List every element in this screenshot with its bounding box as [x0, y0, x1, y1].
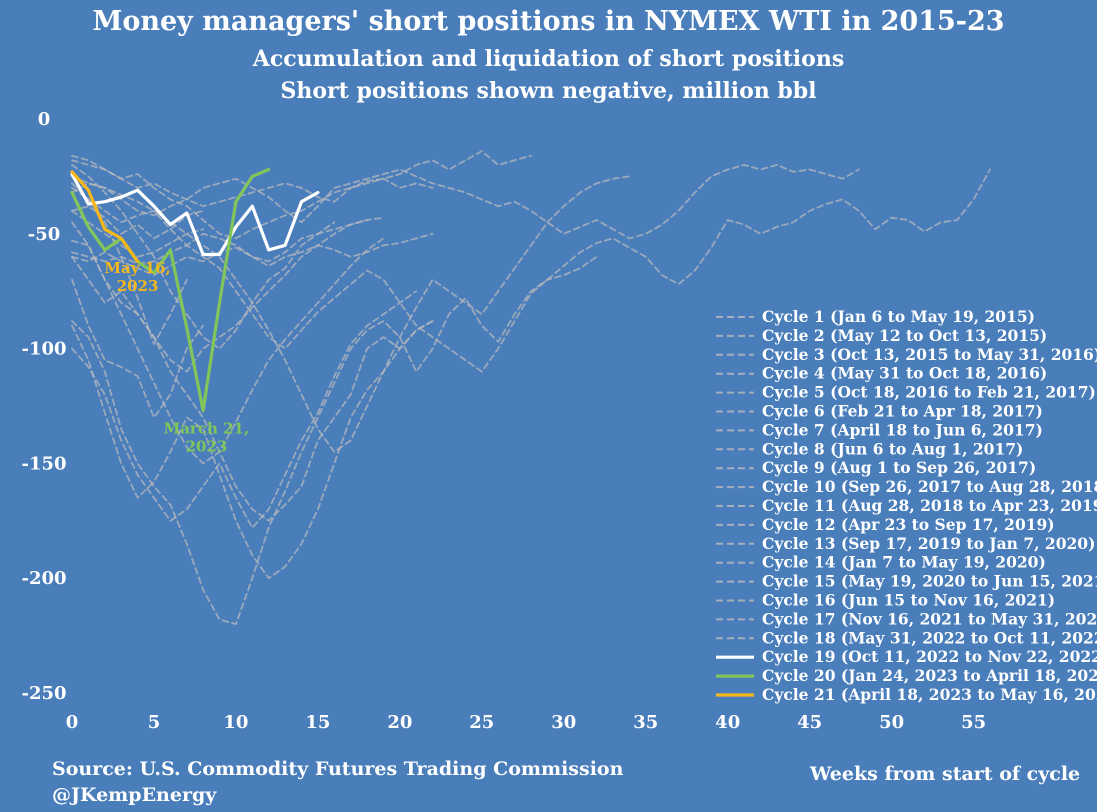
chart-title: Money managers' short positions in NYMEX… — [92, 6, 1005, 37]
chart-subtitle: Accumulation and liquidation of short po… — [252, 46, 845, 72]
y-tick-label: -150 — [21, 453, 66, 474]
series-line-cycle-9 — [71, 209, 205, 258]
chart-subtitle-2: Short positions shown negative, million … — [280, 78, 817, 104]
legend-label: Cycle 18 (May 31, 2022 to Oct 11, 2022) — [762, 628, 1097, 647]
y-tick-label: -200 — [21, 568, 66, 589]
series-line-cycle-6 — [71, 205, 205, 240]
series-line-cycle-21 — [70, 170, 140, 263]
annotation-2: March 21, 2023 — [164, 420, 250, 456]
x-tick-label: 40 — [715, 712, 740, 733]
legend-label: Cycle 12 (Apr 23 to Sep 17, 2019) — [762, 515, 1055, 534]
legend-label: Cycle 6 (Feb 21 to Apr 18, 2017) — [762, 402, 1043, 421]
x-tick-label: 15 — [305, 712, 330, 733]
source-note: Source: U.S. Commodity Futures Trading C… — [52, 758, 624, 780]
x-tick-label: 50 — [879, 712, 904, 733]
series-line-cycle-2 — [71, 320, 434, 580]
legend-label: Cycle 10 (Sep 26, 2017 to Aug 28, 2018) — [762, 477, 1097, 496]
annotation-1: May 16, 2023 — [104, 259, 170, 295]
legend-label: Cycle 13 (Sep 17, 2019 to Jan 7, 2020) — [762, 534, 1095, 553]
series-line-cycle-7 — [71, 182, 188, 345]
legend-label: Cycle 5 (Oct 18, 2016 to Feb 21, 2017) — [762, 383, 1096, 402]
series-line-cycle-1 — [71, 237, 385, 465]
legend-label: Cycle 2 (May 12 to Oct 13, 2015) — [762, 326, 1047, 345]
x-tick-label: 10 — [223, 712, 248, 733]
legend-label: Cycle 16 (Jun 15 to Nov 16, 2021) — [762, 591, 1055, 610]
series-line-cycle-14 — [71, 216, 385, 265]
legend-label: Cycle 15 (May 19, 2020 to Jun 15, 2021) — [762, 572, 1097, 591]
series-line-cycle-3 — [71, 255, 598, 625]
legend-label: Cycle 8 (Jun 6 to Aug 1, 2017) — [762, 439, 1023, 458]
series-line-cycle-20 — [70, 167, 271, 413]
x-tick-label: 35 — [633, 712, 658, 733]
series-line-cycle-18 — [71, 154, 434, 240]
legend-label: Cycle 3 (Oct 13, 2015 to May 31, 2016) — [762, 345, 1097, 364]
series-line-cycle-8 — [71, 278, 205, 419]
author-handle: @JKempEnergy — [52, 784, 217, 806]
legend-label: Cycle 9 (Aug 1 to Sep 26, 2017) — [762, 458, 1036, 477]
x-tick-label: 20 — [387, 712, 412, 733]
series-line-cycle-19 — [70, 172, 320, 257]
legend-label: Cycle 4 (May 31 to Oct 18, 2016) — [762, 364, 1047, 383]
x-tick-label: 25 — [469, 712, 494, 733]
series-line-cycle-10 — [71, 163, 860, 240]
series-line-cycle-12 — [71, 221, 434, 522]
legend-label: Cycle 21 (April 18, 2023 to May 16, 2023… — [762, 685, 1097, 704]
x-tick-label: 55 — [961, 712, 986, 733]
series-line-cycle-17 — [71, 150, 532, 208]
y-tick-label: -250 — [21, 683, 66, 704]
series-line-cycle-13 — [71, 163, 336, 350]
legend-label: Cycle 20 (Jan 24, 2023 to April 18, 2023… — [762, 666, 1097, 685]
series-line-cycle-16 — [71, 232, 434, 277]
x-tick-label: 0 — [66, 712, 79, 733]
x-axis-label: Weeks from start of cycle — [810, 763, 1081, 785]
x-tick-label: 5 — [148, 712, 161, 733]
y-tick-label: 0 — [38, 109, 51, 130]
legend-label: Cycle 7 (April 18 to Jun 6, 2017) — [762, 420, 1043, 439]
y-tick-label: -100 — [21, 339, 66, 360]
series-line-cycle-4 — [71, 290, 418, 529]
legend-label: Cycle 14 (Jan 7 to May 19, 2020) — [762, 553, 1046, 572]
x-tick-label: 30 — [551, 712, 576, 733]
legend-label: Cycle 19 (Oct 11, 2022 to Nov 22, 2022) — [762, 647, 1097, 666]
legend-label: Cycle 17 (Nov 16, 2021 to May 31, 2022) — [762, 609, 1097, 628]
y-tick-label: -50 — [28, 224, 61, 245]
x-tick-label: 45 — [797, 712, 822, 733]
series-line-cycle-11 — [71, 175, 631, 453]
legend-label: Cycle 11 (Aug 28, 2018 to Apr 23, 2019) — [762, 496, 1097, 515]
legend-label: Cycle 1 (Jan 6 to May 19, 2015) — [762, 307, 1035, 326]
